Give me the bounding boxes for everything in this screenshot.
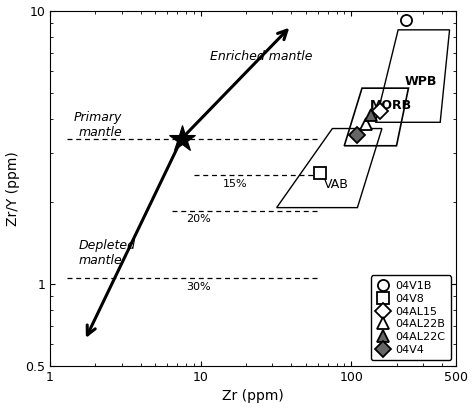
Legend: 04V1B, 04V8, 04AL15, 04AL22B, 04AL22C, 04V4: 04V1B, 04V8, 04AL15, 04AL22B, 04AL22C, 0… bbox=[371, 276, 451, 360]
Text: Enriched mantle: Enriched mantle bbox=[210, 50, 312, 63]
Text: 20%: 20% bbox=[186, 214, 211, 225]
Text: Primary
mantle: Primary mantle bbox=[73, 111, 122, 139]
Text: Depleted
mantle: Depleted mantle bbox=[79, 238, 136, 267]
Text: MORB: MORB bbox=[370, 99, 412, 112]
Y-axis label: Zr/Y (ppm): Zr/Y (ppm) bbox=[6, 151, 19, 226]
Text: 15%: 15% bbox=[223, 179, 247, 189]
Text: 30%: 30% bbox=[186, 282, 210, 292]
Text: WPB: WPB bbox=[405, 75, 437, 88]
Text: VAB: VAB bbox=[324, 178, 349, 191]
X-axis label: Zr (ppm): Zr (ppm) bbox=[222, 389, 284, 403]
